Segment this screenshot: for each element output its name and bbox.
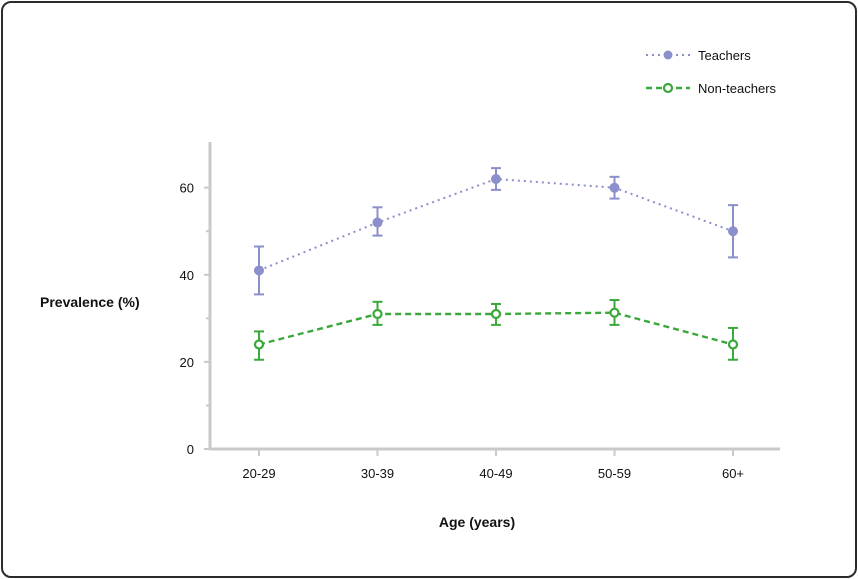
data-point [491, 173, 501, 184]
legend-marker [662, 82, 674, 94]
x-tick-label: 20-29 [242, 466, 275, 481]
legend-marker [663, 50, 673, 60]
y-tick-label: 0 [187, 442, 194, 457]
legend: Teachers Non-teachers [646, 48, 777, 96]
data-point [490, 308, 502, 320]
series-non-teachers [253, 299, 739, 361]
legend-label: Non-teachers [698, 81, 777, 96]
y-tick-label: 40 [180, 268, 194, 283]
data-point [372, 217, 383, 228]
x-tick-label: 60+ [722, 466, 744, 481]
x-tick-label: 30-39 [361, 466, 394, 481]
data-point [609, 182, 620, 193]
y-tick-label: 20 [180, 355, 194, 370]
axes: 0 20 40 60 20-29 30-39 40-49 50-59 60+ [180, 142, 780, 481]
y-tick-label: 60 [180, 181, 194, 196]
data-point [728, 226, 738, 237]
x-tick-label: 50-59 [598, 466, 631, 481]
series-layer [253, 167, 739, 361]
legend-label: Teachers [698, 48, 751, 63]
y-axis-label: Prevalence (%) [40, 294, 140, 310]
x-tick-label: 40-49 [479, 466, 512, 481]
series-line [258, 177, 734, 272]
series-teachers [254, 167, 738, 296]
x-axis-label: Age (years) [439, 514, 515, 530]
data-point [254, 265, 264, 276]
data-point [727, 339, 739, 350]
data-point [253, 339, 265, 350]
data-point [609, 307, 620, 318]
data-point [372, 308, 383, 320]
